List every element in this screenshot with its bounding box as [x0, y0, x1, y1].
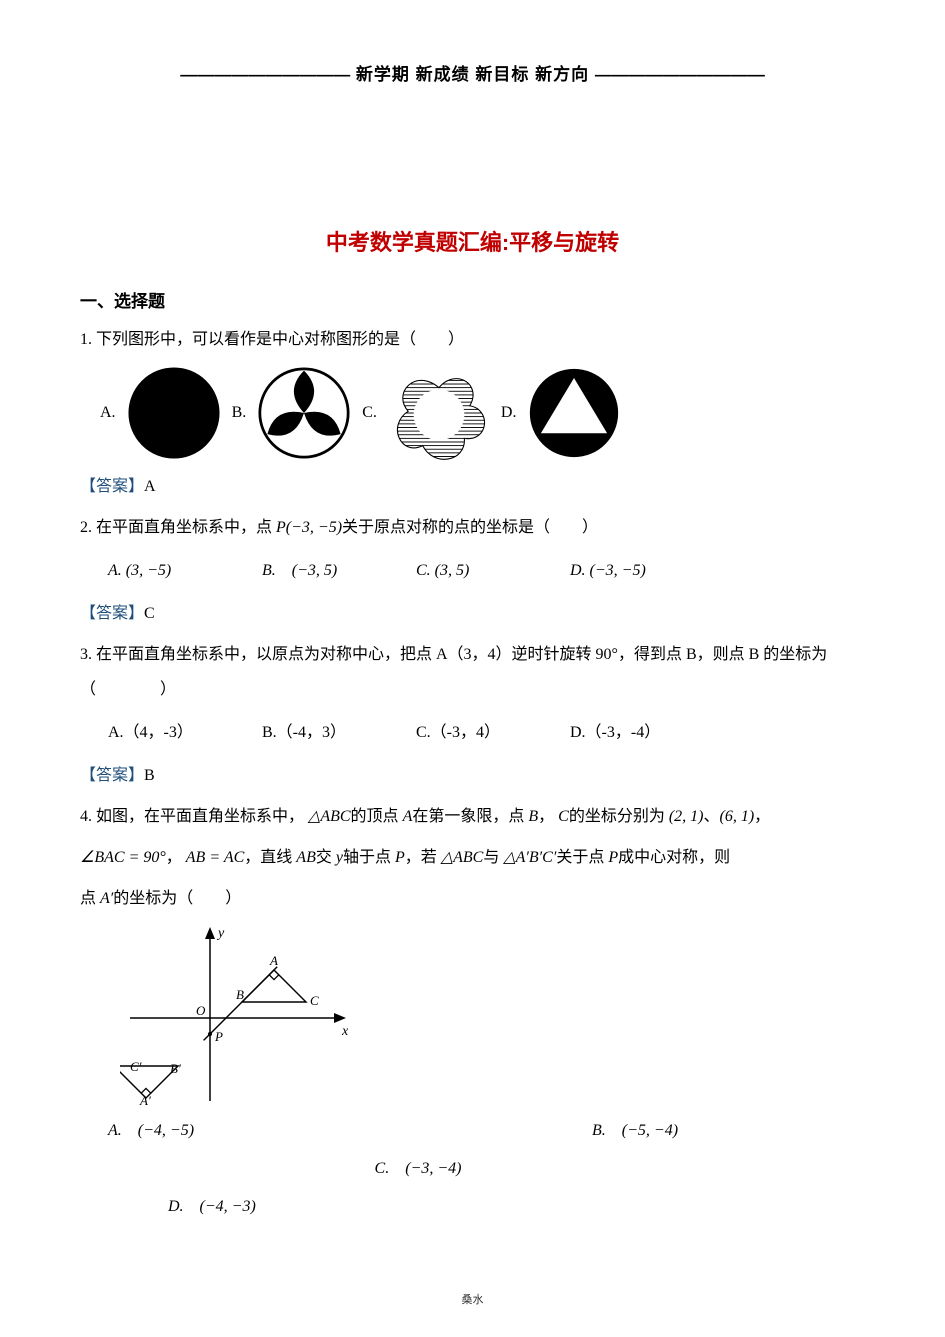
- page-header: —————————— 新学期 新成绩 新目标 新方向 ——————————: [80, 60, 865, 85]
- q4-t9: 的坐标分别为: [569, 808, 669, 825]
- q2-stem-b: 关于原点对称的点的坐标是（ ）: [342, 519, 598, 536]
- q4-opt-row1: A. (−4, −5) B. (−5, −4): [108, 1112, 865, 1150]
- q4-u13: △A′B′C′: [503, 849, 556, 866]
- header-motto: 新学期 新成绩 新目标 新方向: [350, 65, 595, 84]
- page-footer: 桑水: [0, 1291, 945, 1307]
- q3-options: A.（4，-3） B.（-4，3） C.（-3，4） D.（-3，-4）: [108, 714, 865, 752]
- q1-label-B: B.: [232, 404, 247, 422]
- q2-answer: 【答案】C: [80, 596, 865, 631]
- q4-t6: B: [528, 808, 538, 825]
- q1-answer: 【答案】A: [80, 469, 865, 504]
- q4-line1: 4. 如图，在平面直角坐标系中， △ABC的顶点 A在第一象限，点 B， C的坐…: [80, 799, 865, 834]
- svg-text:A: A: [269, 953, 278, 968]
- q4-u7: y: [336, 849, 343, 866]
- q4-t7: ，: [538, 808, 558, 825]
- q1-answer-label: 【答案】: [80, 478, 144, 495]
- q4-u6: 交: [316, 849, 336, 866]
- q4-t8: C: [558, 808, 569, 825]
- q1-label-A: A.: [100, 404, 116, 422]
- svg-text:O: O: [196, 1003, 206, 1018]
- q1-figure-C: [389, 365, 489, 461]
- q4-v1: 点: [80, 890, 100, 907]
- q4-t11: 、: [704, 808, 720, 825]
- q4-u12: 与: [483, 849, 503, 866]
- q4-opt-row3: D. (−4, −3): [168, 1188, 865, 1226]
- q4-optB: B. (−5, −4): [592, 1122, 678, 1139]
- q2-answer-label: 【答案】: [80, 605, 144, 622]
- q4-options: A. (−4, −5) B. (−5, −4) C. (−3, −4) D. (…: [108, 1112, 865, 1227]
- q1-label-D: D.: [501, 404, 517, 422]
- q4-u3: AB = AC: [186, 849, 245, 866]
- svg-text:y: y: [216, 926, 225, 941]
- svg-text:C: C: [310, 993, 319, 1008]
- q2-answer-value: C: [144, 605, 155, 622]
- q1-answer-value: A: [144, 478, 156, 495]
- q2-optD: D. (−3, −5): [570, 552, 720, 590]
- q4-opt-row2: C. (−3, −4): [108, 1150, 728, 1188]
- q4-u10: ，若: [405, 849, 441, 866]
- q1-stem: 1. 下列图形中，可以看作是中心对称图形的是（ ）: [80, 322, 865, 357]
- q4-u15: P: [608, 849, 618, 866]
- q4-figure: x y O A B C P B′ C′: [120, 923, 350, 1108]
- q4-u14: 关于点: [556, 849, 608, 866]
- header-dash-right: ——————————: [595, 65, 765, 84]
- q4-v3: 的坐标为（ ）: [113, 890, 241, 907]
- svg-text:P: P: [214, 1029, 223, 1044]
- q2-optC: C. (3, 5): [416, 552, 566, 590]
- q4-u16: 成中心对称，则: [618, 849, 730, 866]
- q4-u11: △ABC: [441, 849, 484, 866]
- svg-text:C′: C′: [130, 1059, 142, 1074]
- q4-t4: A: [403, 808, 413, 825]
- q4-u2: ，: [166, 849, 186, 866]
- q2-stem-a: 2. 在平面直角坐标系中，点: [80, 519, 276, 536]
- q4-t1: 4. 如图，在平面直角坐标系中，: [80, 808, 308, 825]
- q4-figure-wrap: x y O A B C P B′ C′: [120, 923, 865, 1108]
- q1-label-C: C.: [362, 404, 377, 422]
- q4-t2: △ABC: [308, 808, 351, 825]
- svg-text:A′: A′: [139, 1093, 151, 1108]
- q3-answer-label: 【答案】: [80, 767, 144, 784]
- section-heading: 一、选择题: [80, 287, 865, 312]
- header-dash-left: ——————————: [180, 65, 350, 84]
- q2-options: A. (3, −5) B. (−3, 5) C. (3, 5) D. (−3, …: [108, 552, 865, 590]
- q2-optA: A. (3, −5): [108, 552, 258, 590]
- document-title: 中考数学真题汇编:平移与旋转: [80, 225, 865, 257]
- q4-line2: ∠BAC = 90°， AB = AC，直线 AB交 y轴于点 P，若 △ABC…: [80, 840, 865, 875]
- q4-u8: 轴于点: [343, 849, 395, 866]
- svg-text:B′: B′: [170, 1061, 181, 1076]
- q3-optA: A.（4，-3）: [108, 714, 258, 752]
- q2-stem: 2. 在平面直角坐标系中，点 P(−3, −5)关于原点对称的点的坐标是（ ）: [80, 510, 865, 545]
- q3-optC: C.（-3，4）: [416, 714, 566, 752]
- q4-u4: ，直线: [244, 849, 296, 866]
- q3-answer-value: B: [144, 767, 155, 784]
- q4-t10: (2, 1): [669, 808, 704, 825]
- q4-optA: A. (−4, −5): [108, 1112, 588, 1150]
- svg-text:B: B: [236, 987, 244, 1002]
- q1-figure-B: [258, 367, 350, 459]
- q3-stem: 3. 在平面直角坐标系中，以原点为对称中心，把点 A（3，4）逆时针旋转 90°…: [80, 637, 865, 707]
- q1-options-row: A. B. C.: [98, 365, 865, 461]
- q2-point: P(−3, −5): [276, 519, 342, 536]
- q4-v2: A′: [100, 890, 113, 907]
- svg-text:x: x: [341, 1024, 349, 1039]
- q2-optB: B. (−3, 5): [262, 552, 412, 590]
- q3-answer: 【答案】B: [80, 758, 865, 793]
- q4-t5: 在第一象限，点: [412, 808, 528, 825]
- q4-u1: ∠BAC = 90°: [80, 849, 166, 866]
- q4-u5: AB: [296, 849, 316, 866]
- q1-figure-A: [128, 367, 220, 459]
- q1-figure-D: [528, 367, 620, 459]
- q4-line3: 点 A′的坐标为（ ）: [80, 881, 865, 916]
- q3-optB: B.（-4，3）: [262, 714, 412, 752]
- q4-t13: ，: [754, 808, 770, 825]
- q4-optC: C. (−3, −4): [375, 1160, 462, 1177]
- q3-optD: D.（-3，-4）: [570, 714, 720, 752]
- q4-u9: P: [395, 849, 405, 866]
- q4-optD: D. (−4, −3): [168, 1198, 256, 1215]
- q4-t3: 的顶点: [351, 808, 403, 825]
- q4-t12: (6, 1): [720, 808, 755, 825]
